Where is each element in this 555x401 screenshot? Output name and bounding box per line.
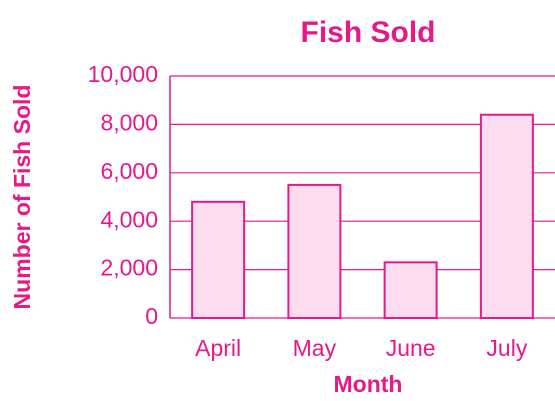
y-tick-label: 6,000: [100, 158, 158, 184]
x-tick-label: May: [293, 335, 337, 361]
y-tick-label: 10,000: [88, 61, 158, 87]
y-axis-label: Number of Fish Sold: [9, 85, 35, 310]
x-tick-label: July: [486, 335, 527, 361]
y-tick-label: 2,000: [100, 255, 158, 281]
y-tick-label: 0: [145, 303, 158, 329]
bar: [287, 183, 342, 319]
x-axis-label: Month: [334, 371, 403, 397]
bar: [383, 261, 438, 319]
x-tick-label: April: [195, 335, 241, 361]
bar: [191, 200, 246, 319]
bar: [479, 113, 534, 319]
y-tick-label: 8,000: [100, 109, 158, 135]
y-tick-label: 4,000: [100, 206, 158, 232]
chart-title: Fish Sold: [301, 16, 436, 49]
x-tick-label: June: [386, 335, 436, 361]
